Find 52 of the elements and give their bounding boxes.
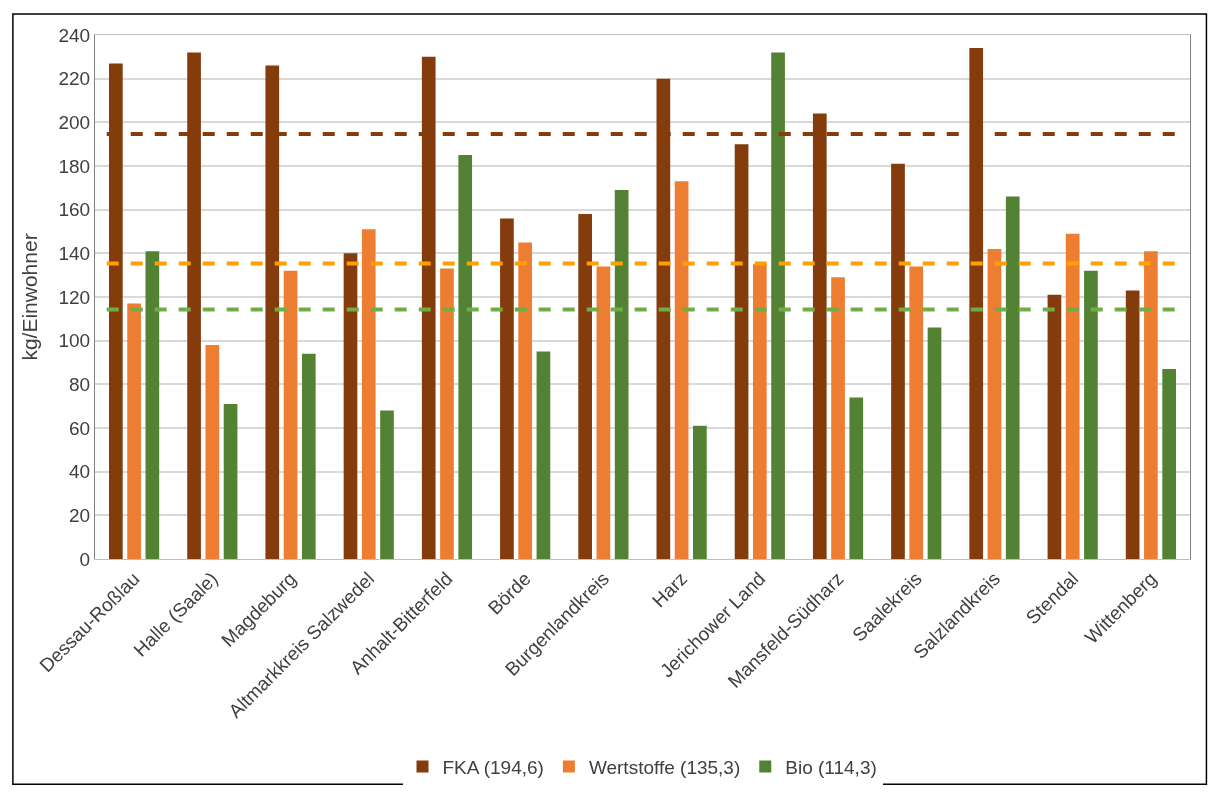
bar	[223, 403, 238, 559]
bar	[518, 242, 533, 559]
y-tick-label: 20	[69, 504, 91, 526]
bar	[440, 268, 454, 559]
bar	[849, 397, 864, 559]
y-tick-label: 60	[69, 417, 91, 439]
bar	[1125, 290, 1140, 559]
y-axis-title: kg/Einwohner	[17, 233, 41, 361]
y-tick-label: 220	[58, 68, 91, 90]
bar	[1084, 270, 1098, 559]
bar	[771, 52, 785, 559]
bar	[752, 264, 767, 559]
bar	[614, 190, 629, 559]
bar	[145, 251, 160, 559]
bar	[987, 248, 1002, 559]
bar	[909, 266, 924, 559]
bar	[380, 410, 394, 559]
y-tick-label: 80	[69, 373, 91, 395]
bar	[927, 327, 942, 559]
bar	[1162, 369, 1176, 559]
bar	[127, 303, 141, 559]
bar	[1047, 294, 1062, 559]
y-tick-label: 240	[58, 24, 91, 46]
y-tick-label: 0	[79, 548, 91, 570]
legend-label: FKA (194,6)	[442, 756, 544, 778]
bar	[1144, 251, 1158, 559]
bar	[343, 253, 358, 559]
y-tick-label: 120	[58, 286, 91, 308]
bar	[458, 155, 473, 559]
bar	[578, 214, 592, 559]
y-tick-label: 160	[58, 199, 91, 221]
legend-label: Bio (114,3)	[785, 756, 877, 778]
bar	[734, 144, 749, 559]
bar	[500, 218, 514, 559]
y-tick-label: 140	[58, 242, 91, 264]
bar	[674, 181, 689, 559]
bar	[891, 163, 905, 559]
y-tick-label: 40	[69, 461, 91, 483]
bar	[693, 425, 707, 559]
y-tick-label: 100	[58, 330, 91, 352]
bar	[536, 351, 551, 559]
bar	[301, 353, 316, 559]
y-tick-label: 180	[58, 155, 91, 177]
legend-label: Wertstoffe (135,3)	[588, 756, 741, 778]
bar	[1005, 196, 1020, 559]
bar	[831, 277, 845, 559]
bar	[283, 270, 298, 559]
bar	[361, 229, 376, 559]
y-tick-label: 200	[58, 111, 91, 133]
bar	[205, 345, 220, 559]
bar	[596, 266, 611, 559]
bar	[1065, 233, 1080, 559]
